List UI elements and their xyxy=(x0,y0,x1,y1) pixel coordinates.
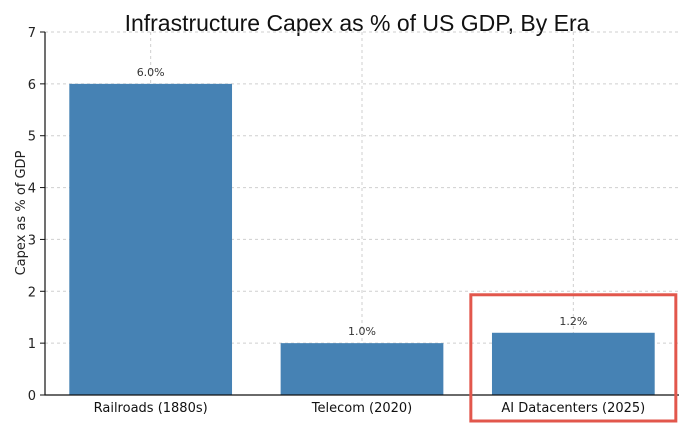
bars xyxy=(69,83,655,395)
highlight-rectangle xyxy=(469,293,678,423)
x-axis-categories: Railroads (1880s) Telecom (2020) AI Datace… xyxy=(94,401,646,416)
x-category-label: AI Datacenters (2025) xyxy=(501,401,645,416)
y-tick-label: 1 xyxy=(28,337,36,352)
y-tick-label: 3 xyxy=(28,233,36,248)
y-tick-label: 2 xyxy=(28,285,36,300)
bar xyxy=(280,343,444,395)
x-category-label: Railroads (1880s) xyxy=(94,401,208,416)
data-labels: 6.0% 1.0% 1.2% xyxy=(137,66,588,338)
y-axis-ticks: 0 1 2 3 4 5 6 7 xyxy=(28,26,45,404)
bar-data-label: 1.2% xyxy=(559,315,587,328)
x-category-label: Telecom (2020) xyxy=(311,401,412,416)
y-tick-label: 6 xyxy=(28,78,36,93)
y-axis-label: Capex as % of GDP xyxy=(14,150,29,275)
bar-data-label: 6.0% xyxy=(137,66,165,79)
bar-data-label: 1.0% xyxy=(348,325,376,338)
bar xyxy=(69,83,233,395)
y-tick-label: 4 xyxy=(28,182,36,197)
bar xyxy=(491,332,655,395)
highlight-box xyxy=(469,293,678,423)
y-tick-label: 0 xyxy=(28,389,36,404)
y-tick-label: 7 xyxy=(28,26,36,41)
axis-frame xyxy=(44,32,679,396)
y-tick-label: 5 xyxy=(28,130,36,145)
